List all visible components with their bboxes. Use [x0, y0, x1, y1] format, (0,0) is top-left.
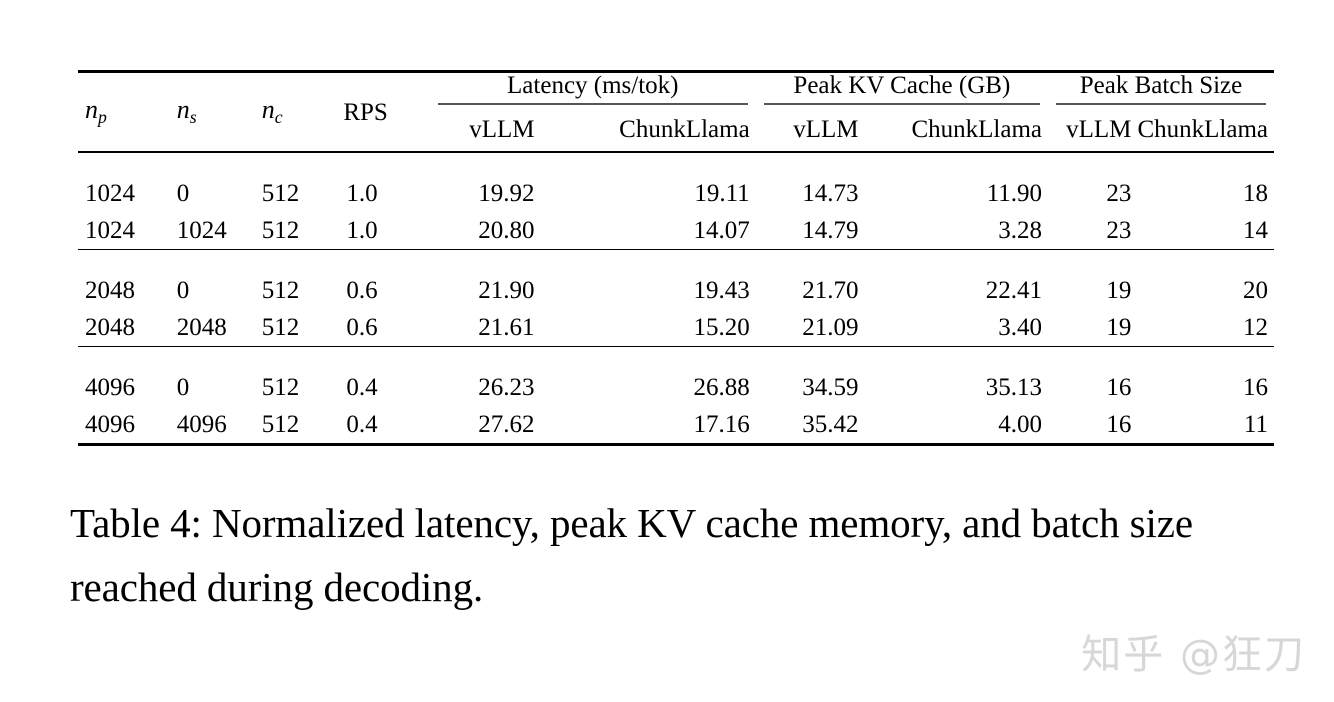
table-head: np ns nc RPS Latency (ms/tok) Peak KV Ca: [78, 70, 1274, 152]
cell-batch-vllm: 16: [1106, 374, 1132, 401]
sub-header-kv-vllm: vLLM: [793, 116, 859, 143]
cell-batch-chunkllama: 12: [1243, 314, 1268, 341]
zhihu-watermark: 知乎 @狂刀: [1081, 632, 1306, 678]
cell-latency-vllm: 27.62: [429, 406, 541, 446]
group-header-batch-size-label: Peak Batch Size: [1079, 72, 1243, 99]
cell-latency-vllm: 26.23: [478, 374, 535, 401]
cell-ns: 0: [176, 374, 190, 401]
table-body: 1024 0 512 1.0 19.92 19.11 14.73 11.90 2…: [78, 151, 1274, 446]
cell-nc: 512: [254, 406, 340, 446]
cell-kv-vllm: 34.59: [802, 374, 859, 401]
cell-latency-vllm: 21.61: [478, 314, 535, 341]
column-header-ns: ns: [169, 70, 255, 152]
cell-batch-vllm: 23: [1106, 180, 1132, 207]
cell-rps: 0.6: [346, 314, 378, 341]
cell-kv-chunkllama: 3.40: [998, 314, 1043, 341]
group-header-latency-label: Latency (ms/tok): [507, 72, 679, 99]
cell-latency-vllm: 19.92: [478, 180, 535, 207]
cell-np: 4096: [85, 374, 135, 401]
table-row: 2048 2048 512 0.6 21.61 15.20 21.09 3.40…: [78, 309, 1274, 347]
cell-batch-vllm: 23: [1106, 217, 1132, 244]
table-row: 2048 0 512 0.6 21.90 19.43 21.70 22.41 1…: [78, 272, 1274, 309]
column-header-rps: RPS: [339, 70, 430, 152]
cell-latency-vllm: 21.90: [478, 277, 535, 304]
sub-header-latency-chunkllama: ChunkLlama: [619, 116, 750, 143]
cell-kv-vllm: 21.70: [802, 277, 859, 304]
table-sub-header-row: vLLM ChunkLlama vLLM ChunkLlama vLLM Chu…: [78, 108, 1274, 152]
cell-ns: 1024: [176, 217, 227, 244]
cell-nc: 512: [261, 277, 300, 304]
column-header-nc: nc: [254, 70, 340, 152]
cell-kv-chunkllama: 11.90: [986, 180, 1043, 207]
cell-ns: 0: [176, 180, 190, 207]
cell-batch-chunkllama: 16: [1243, 374, 1268, 401]
column-header-np: np: [78, 70, 170, 152]
cell-rps: 0.4: [346, 374, 378, 401]
cell-nc: 512: [261, 374, 300, 401]
cell-kv-chunkllama: 3.28: [998, 217, 1043, 244]
table-block-separator: [78, 346, 1274, 369]
results-table: np ns nc RPS Latency (ms/tok) Peak KV Ca: [78, 70, 1274, 446]
cell-batch-vllm: 19: [1106, 314, 1132, 341]
results-table-container: np ns nc RPS Latency (ms/tok) Peak KV Ca: [78, 70, 1274, 446]
cell-kv-vllm: 21.09: [802, 314, 859, 341]
table-caption: Table 4: Normalized latency, peak KV cac…: [70, 500, 1193, 610]
cell-batch-chunkllama: 18: [1243, 180, 1268, 207]
cell-batch-vllm: 16: [1048, 406, 1138, 446]
cell-kv-vllm: 14.73: [802, 180, 859, 207]
group-header-kv-cache: Peak KV Cache (GB): [755, 70, 1049, 108]
cell-np: 2048: [85, 277, 135, 304]
table-row: 4096 0 512 0.4 26.23 26.88 34.59 35.13 1…: [78, 369, 1274, 406]
cell-nc: 512: [261, 217, 300, 244]
cell-latency-chunkllama: 26.88: [693, 374, 750, 401]
table-block-separator: [78, 249, 1274, 272]
cell-np: 4096: [78, 406, 170, 446]
table-row: 1024 0 512 1.0 19.92 19.11 14.73 11.90 2…: [78, 175, 1274, 212]
cell-kv-chunkllama: 22.41: [985, 277, 1043, 304]
cell-latency-chunkllama: 19.43: [693, 277, 750, 304]
sub-header-kv-chunkllama: ChunkLlama: [911, 116, 1043, 143]
cell-rps: 1.0: [346, 217, 378, 244]
cell-latency-chunkllama: 17.16: [540, 406, 756, 446]
cmidrule-kv-cache: [763, 103, 1041, 105]
cell-rps: 0.4: [339, 406, 430, 446]
cmidrule-latency: [437, 103, 748, 105]
cell-batch-chunkllama: 14: [1243, 217, 1268, 244]
cell-batch-chunkllama: 11: [1137, 406, 1274, 446]
cell-latency-vllm: 20.80: [478, 217, 535, 244]
cell-nc: 512: [261, 180, 300, 207]
cell-latency-chunkllama: 14.07: [693, 217, 750, 244]
cell-np: 1024: [85, 180, 135, 207]
sub-header-batch-chunkllama: ChunkLlama: [1137, 116, 1268, 143]
cell-latency-chunkllama: 19.11: [694, 180, 750, 207]
cell-np: 2048: [85, 314, 135, 341]
cell-latency-chunkllama: 15.20: [693, 314, 750, 341]
cell-batch-chunkllama: 20: [1243, 277, 1268, 304]
table-row: 4096 4096 512 0.4 27.62 17.16 35.42 4.00…: [78, 406, 1274, 446]
cell-kv-chunkllama: 35.13: [985, 374, 1043, 401]
cell-kv-chunkllama: 4.00: [864, 406, 1049, 446]
cell-np: 1024: [85, 217, 135, 244]
cell-kv-vllm: 14.79: [802, 217, 859, 244]
group-header-latency: Latency (ms/tok): [429, 70, 756, 108]
cell-rps: 1.0: [346, 180, 378, 207]
cell-rps: 0.6: [346, 277, 378, 304]
sub-header-batch-vllm: vLLM: [1066, 116, 1132, 143]
cell-ns: 4096: [169, 406, 255, 446]
sub-header-latency-vllm: vLLM: [469, 116, 535, 143]
cmidrule-batch-size: [1056, 103, 1266, 105]
cell-batch-vllm: 19: [1106, 277, 1132, 304]
table-rule-spacer: [78, 151, 1274, 175]
cell-nc: 512: [261, 314, 300, 341]
cell-kv-vllm: 35.42: [755, 406, 865, 446]
table-group-header-row: np ns nc RPS Latency (ms/tok) Peak KV Ca: [78, 70, 1274, 152]
cell-ns: 0: [176, 277, 190, 304]
group-header-batch-size: Peak Batch Size: [1048, 70, 1274, 108]
table-row: 1024 1024 512 1.0 20.80 14.07 14.79 3.28…: [78, 212, 1274, 250]
cell-ns: 2048: [176, 314, 227, 341]
group-header-kv-cache-label: Peak KV Cache (GB): [793, 72, 1011, 99]
